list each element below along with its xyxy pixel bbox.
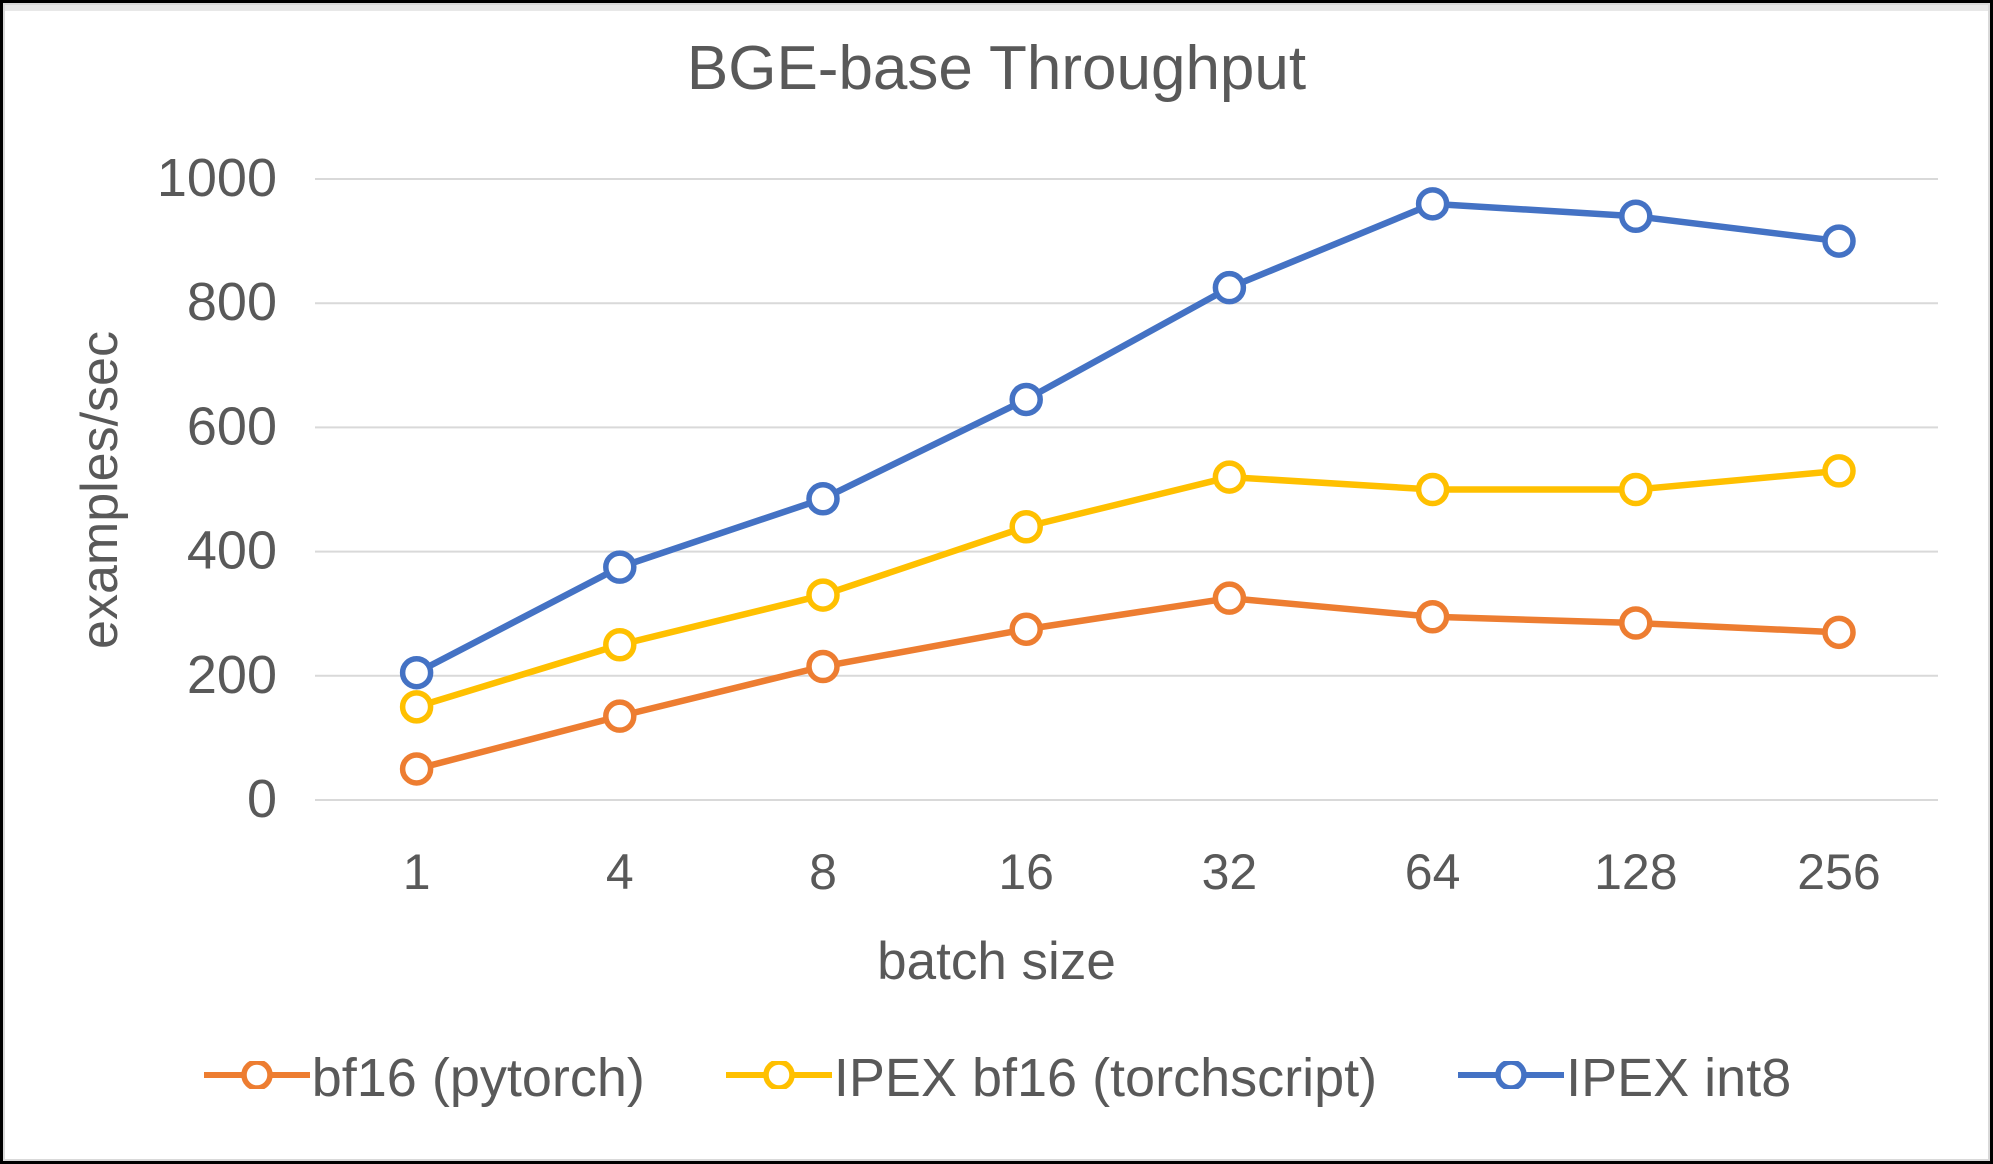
svg-text:128: 128 — [1594, 844, 1677, 900]
svg-text:16: 16 — [998, 844, 1054, 900]
svg-text:64: 64 — [1405, 844, 1461, 900]
svg-text:4: 4 — [606, 844, 634, 900]
svg-text:1000: 1000 — [157, 148, 277, 208]
svg-text:400: 400 — [187, 521, 277, 581]
svg-text:8: 8 — [809, 844, 837, 900]
svg-text:32: 32 — [1202, 844, 1258, 900]
svg-text:1: 1 — [403, 844, 431, 900]
svg-text:256: 256 — [1797, 844, 1880, 900]
svg-text:200: 200 — [187, 645, 277, 705]
svg-text:800: 800 — [187, 272, 277, 332]
svg-text:600: 600 — [187, 396, 277, 456]
svg-text:0: 0 — [247, 769, 277, 829]
